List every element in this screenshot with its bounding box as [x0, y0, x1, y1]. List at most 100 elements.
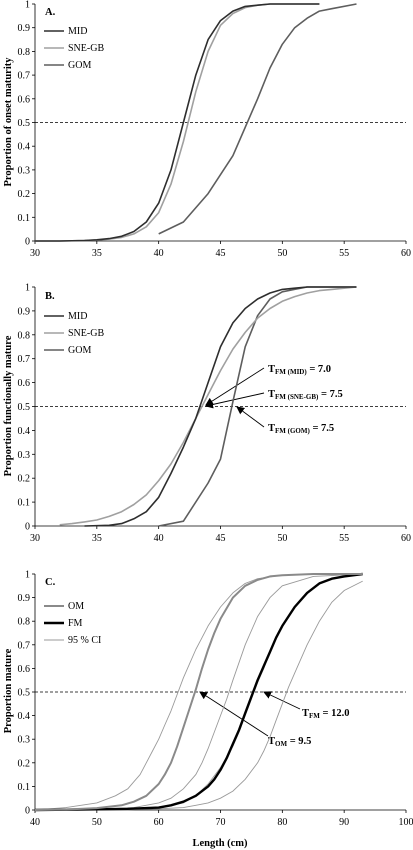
annotation-tfm: TFM = 12.0 [302, 708, 350, 720]
series-line-om [34, 573, 363, 811]
y-tick-label: 0.8 [18, 330, 31, 341]
y-tick-label: 0.9 [18, 593, 31, 604]
x-tick-label: 50 [92, 817, 102, 828]
annotation-tfm-mid: TFM (MID) = 7.0 [268, 364, 331, 376]
panel-a-label: A. [45, 7, 56, 18]
y-tick-label: 0.4 [18, 426, 31, 437]
legend-label-ci: 95 % CI [68, 635, 101, 646]
x-tick-label: 60 [401, 533, 411, 544]
x-tick-label: 50 [277, 248, 287, 259]
y-tick-label: 0.8 [18, 47, 31, 58]
y-tick-label: 0.4 [18, 711, 31, 722]
y-tick-label: 0 [25, 522, 30, 533]
y-tick-label: 0.1 [18, 782, 31, 793]
panel-a-legend: MID SNE-GB GOM [44, 26, 104, 71]
y-tick-label: 0.1 [18, 498, 31, 509]
x-tick-label: 40 [30, 817, 40, 828]
y-tick-label: 0.3 [18, 165, 31, 176]
y-tick-label: 0.7 [18, 354, 31, 365]
legend-label-fm: FM [68, 618, 83, 629]
series-line-mid [35, 3, 320, 242]
x-tick-label: 30 [30, 533, 40, 544]
x-tick-label: 55 [339, 248, 349, 259]
y-tick-label: 0.7 [18, 71, 31, 82]
series-line-gom [158, 3, 357, 235]
series-line-ci-2 [34, 573, 363, 811]
y-tick-label: 0.2 [18, 758, 31, 769]
series-line-sne-gb [59, 286, 357, 526]
y-tick-label: 1 [25, 570, 30, 581]
y-tick-label: 0.8 [18, 617, 31, 628]
y-tick-label: 0.2 [18, 474, 31, 485]
x-tick-label: 50 [277, 533, 287, 544]
y-tick-label: 1 [25, 283, 30, 294]
panel-c-plot: 0 0.1 0.2 0.3 0.4 0.5 0.6 0.7 0.8 0.9 1 40 50 60 70 80 9… [18, 570, 413, 829]
panel-c-label: C. [45, 577, 56, 588]
x-tick-label: 60 [154, 817, 164, 828]
panel-b-plot: 0 0.1 0.2 0.3 0.4 0.5 0.6 0.7 0.8 0.9 1 30 35 40 45 50 5… [18, 283, 412, 545]
annotation-arrow-gom [236, 406, 265, 428]
panel-c-xlabel: Length (cm) [192, 838, 248, 849]
y-tick-label: 0.3 [18, 450, 31, 461]
panel-a: A. Proportion of onset maturity MID SNE-… [3, 7, 104, 187]
y-tick-label: 1 [25, 0, 30, 11]
y-tick-label: 0.2 [18, 189, 31, 200]
annotation-arrow-tom [199, 691, 269, 737]
panel-a-ylabel: Proportion of onset maturity [3, 57, 14, 187]
x-tick-label: 35 [92, 248, 102, 259]
x-tick-label: 90 [339, 817, 349, 828]
panel-a-plot: 0 0.1 0.2 0.3 0.4 0.5 0.6 0.7 0.8 0.9 1 30 35 40 45 50 5… [18, 0, 412, 259]
y-tick-label: 0.6 [18, 664, 31, 675]
annotation-tfm-sne-gb: TFM (SNE-GB) = 7.5 [268, 389, 343, 401]
legend-label-om: OM [68, 601, 84, 612]
panel-b: B. Proportion functionally mature MID SN… [3, 291, 343, 476]
series-line-mid [84, 286, 357, 527]
x-tick-label: 30 [30, 248, 40, 259]
x-tick-label: 45 [216, 248, 226, 259]
x-tick-label: 35 [92, 533, 102, 544]
x-tick-label: 40 [154, 248, 164, 259]
y-tick-label: 0 [25, 806, 30, 817]
legend-label-sne-gb: SNE-GB [68, 43, 104, 54]
legend-label-gom: GOM [68, 345, 91, 356]
annotation-tom: TOM = 9.5 [268, 736, 311, 748]
panel-b-label: B. [45, 291, 55, 302]
legend-label-mid: MID [68, 26, 87, 37]
legend-label-gom: GOM [68, 60, 91, 71]
annotation-tfm-gom: TFM (GOM) = 7.5 [268, 423, 334, 435]
x-tick-label: 100 [399, 817, 413, 828]
y-tick-label: 0.6 [18, 94, 31, 105]
legend-label-mid: MID [68, 311, 87, 322]
series-line-fm [34, 572, 363, 812]
series-line-95-ci [34, 573, 363, 811]
series-line-ci-4 [34, 580, 363, 811]
x-tick-label: 55 [339, 533, 349, 544]
annotation-arrow-sne-gb [205, 392, 265, 409]
panel-b-legend: MID SNE-GB GOM [44, 311, 104, 356]
y-tick-label: 0.9 [18, 23, 31, 34]
x-tick-label: 45 [216, 533, 226, 544]
x-tick-label: 60 [401, 248, 411, 259]
panel-c-legend: OM FM 95 % CI [44, 601, 101, 646]
y-tick-label: 0.5 [18, 688, 31, 699]
y-tick-label: 0.3 [18, 735, 31, 746]
y-tick-label: 0.5 [18, 402, 31, 413]
y-tick-label: 0.5 [18, 118, 31, 129]
y-tick-label: 0.1 [18, 213, 31, 224]
y-tick-label: 0.9 [18, 306, 31, 317]
y-tick-label: 0.6 [18, 378, 31, 389]
series-line-ci-3 [34, 573, 363, 811]
x-tick-label: 70 [216, 817, 226, 828]
panel-c: C. Proportion mature Length (cm) OM FM 9… [3, 577, 350, 849]
annotation-arrow-tfm [263, 691, 301, 710]
annotation-arrow-mid [205, 367, 265, 406]
x-tick-label: 80 [277, 817, 287, 828]
y-tick-label: 0 [25, 237, 30, 248]
panel-c-ylabel: Proportion mature [3, 648, 14, 733]
x-tick-label: 40 [154, 533, 164, 544]
y-tick-label: 0.4 [18, 142, 31, 153]
y-tick-label: 0.7 [18, 640, 31, 651]
legend-label-sne-gb: SNE-GB [68, 328, 104, 339]
panel-b-ylabel: Proportion functionally mature [3, 335, 14, 476]
